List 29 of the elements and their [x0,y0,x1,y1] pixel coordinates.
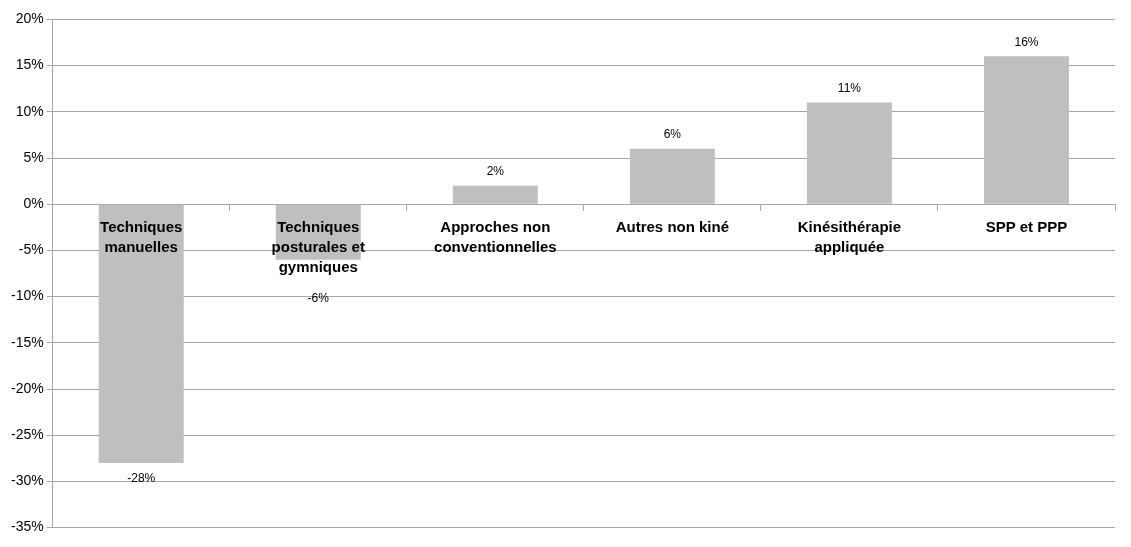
x-tick-label: Autres non kiné [615,217,730,235]
y-tick-label: 5% [23,148,44,165]
y-tick-label: -35% [11,518,44,535]
x-tick-label: Techniques posturales et gymniques [271,217,365,275]
x-tick-label: Kinésithérapie appliquée [797,217,902,255]
y-tick-label: 10% [15,102,44,119]
data-label: -28% [127,471,156,486]
data-label: 11% [837,80,862,95]
y-tick-label: -10% [11,287,44,304]
bar [983,56,1069,204]
data-label: -6% [307,290,330,305]
bar [98,204,184,463]
y-tick-label: -30% [11,472,44,489]
y-tick-label: 20% [15,10,44,27]
x-tick-label: SPP et PPP [985,217,1068,235]
bar [452,185,538,204]
y-tick-label: -25% [11,426,44,443]
bar [806,102,892,204]
x-tick-label: Approches non conventionnelles [434,217,557,255]
y-tick-label: -5% [18,241,44,258]
y-tick-label: 0% [23,195,44,212]
y-tick-label: 15% [15,56,44,73]
y-tick-label: -15% [11,333,44,350]
bar [629,148,715,204]
data-label: 16% [1014,34,1039,49]
data-label: 6% [663,127,682,142]
y-tick-label: -20% [11,379,44,396]
x-tick-label: Techniques manuelles [100,217,183,255]
data-label: 2% [486,164,505,179]
